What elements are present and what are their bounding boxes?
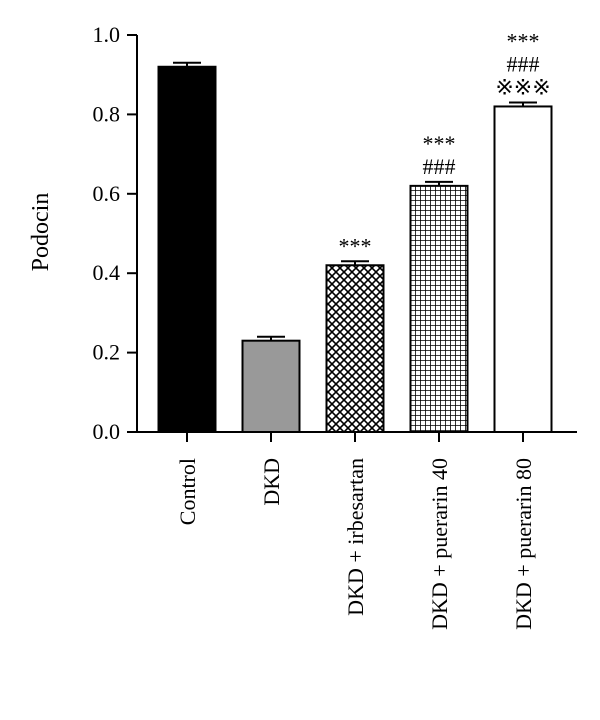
significance-label: ※※※	[495, 74, 550, 99]
significance-label: ###	[507, 51, 540, 76]
y-tick-label: 0.8	[93, 101, 121, 126]
significance-label: ***	[507, 28, 540, 53]
bar-group: DKD + puerarin 80 ***###※※※	[493, 28, 553, 630]
y-axis-label: Podocin	[28, 193, 54, 272]
category-label: Control	[175, 458, 200, 525]
y-tick-label: 0.2	[93, 340, 121, 365]
bar-group: DKD	[241, 335, 301, 506]
y-tick-label: 0.4	[93, 260, 121, 285]
bar-group: DKD + puerarin 40 ***###	[409, 131, 469, 630]
bar	[409, 184, 469, 433]
bar	[493, 105, 553, 434]
significance-label: ***	[339, 233, 372, 258]
axes: 0.0 0.2 0.4 0.6 0.8 1.0	[93, 22, 577, 444]
bars: Control DKD DKD + irbesartan***DKD + puera…	[157, 28, 553, 630]
y-tick-label: 1.0	[93, 22, 121, 47]
category-label: DKD + puerarin 80	[511, 458, 536, 630]
significance-label: ###	[423, 154, 456, 179]
bar	[325, 264, 385, 434]
bar	[241, 339, 301, 433]
category-label: DKD + irbesartan	[343, 458, 368, 616]
y-tick-label: 0.6	[93, 181, 121, 206]
significance-label: ***	[423, 131, 456, 156]
category-label: DKD + puerarin 40	[427, 458, 452, 630]
y-tick-label: 0.0	[93, 419, 121, 444]
category-label: DKD	[259, 458, 284, 506]
bar-group: Control	[157, 61, 217, 525]
bar-group: DKD + irbesartan ***	[325, 233, 385, 616]
bar	[157, 65, 217, 433]
